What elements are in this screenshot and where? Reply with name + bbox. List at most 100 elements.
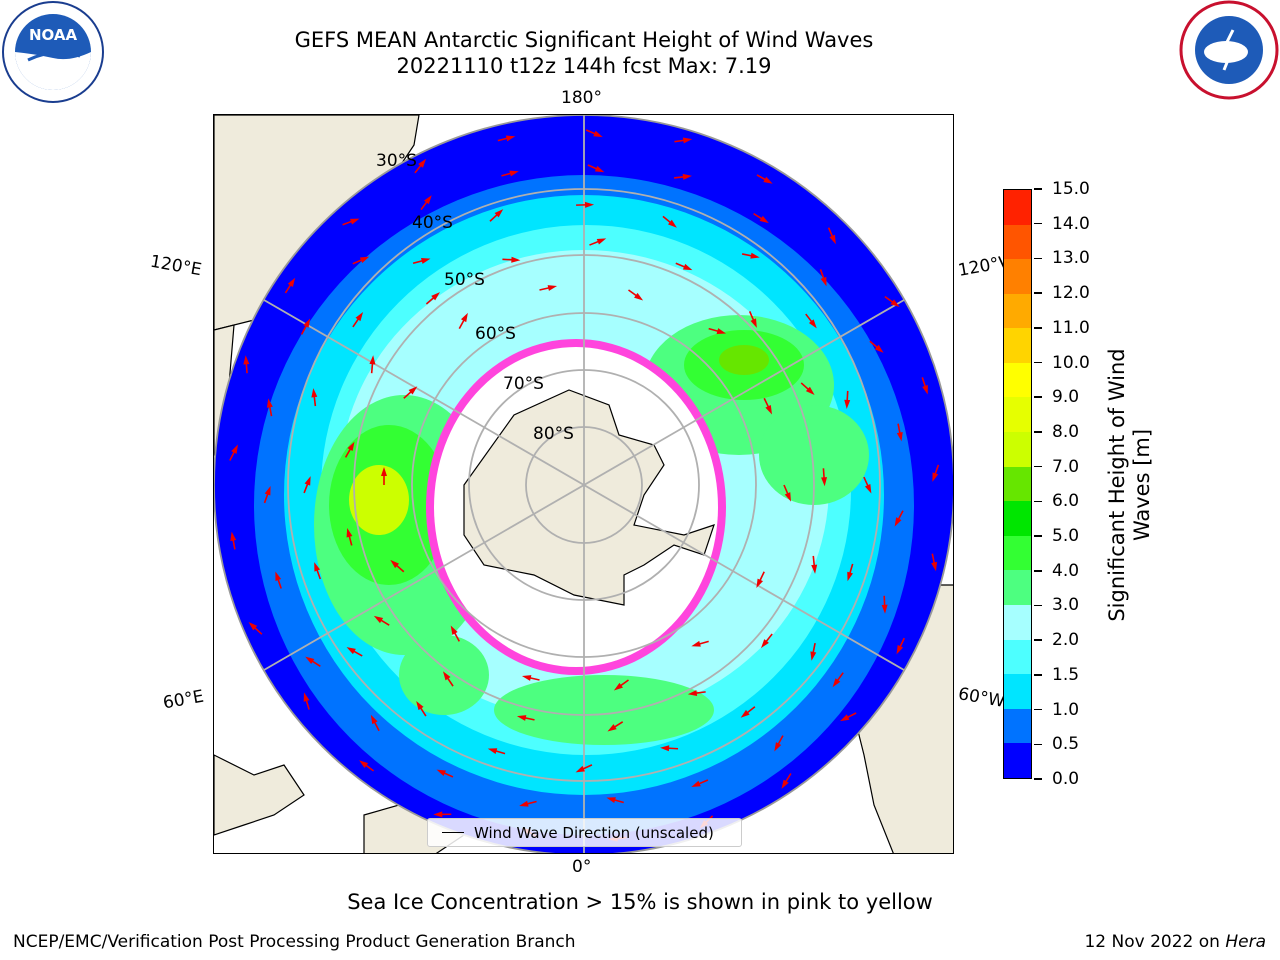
legend-line-symbol [442, 831, 464, 834]
colorbar-tick [1034, 431, 1042, 433]
wave-direction-arrowhead [829, 234, 836, 245]
wave-direction-arrowhead [370, 714, 378, 725]
colorbar-tick [1034, 674, 1042, 676]
wave-direction-arrowhead [494, 209, 504, 218]
wave-direction-arrowhead [311, 388, 318, 398]
wave-direction-arrowhead [505, 135, 516, 142]
colorbar-segment [1004, 674, 1031, 709]
wave-direction-arrowhead [511, 256, 521, 263]
colorbar-segment [1004, 535, 1031, 571]
colorbar-tick-label: 2.0 [1052, 630, 1080, 651]
wave-direction-arrowhead [750, 318, 757, 328]
lon-label-180: 180° [561, 88, 602, 108]
wave-direction-arrowhead [922, 385, 928, 395]
colorbar-tick-label: 14.0 [1052, 213, 1090, 234]
colorbar-tick [1034, 361, 1042, 364]
wave-direction-arrowhead [810, 651, 817, 661]
colorbar-tick [1034, 188, 1042, 190]
wave-direction-arrowhead [832, 678, 841, 688]
colorbar-tick-label: 5.0 [1052, 526, 1080, 547]
wave-direction-arrowhead [606, 797, 616, 803]
colorbar-segment [1004, 605, 1031, 640]
map-legend: Wind Wave Direction (unscaled) [427, 818, 742, 847]
wave-direction-arrowhead [682, 263, 693, 271]
wave-direction-arrowhead [521, 675, 532, 681]
wave-direction-arrowhead [874, 344, 884, 353]
wave-direction-arrowhead [594, 165, 605, 173]
wave-direction-arrowhead [266, 398, 273, 408]
legend-label: Wind Wave Direction (unscaled) [474, 823, 714, 842]
colorbar-tick-label: 13.0 [1052, 248, 1090, 269]
wave-direction-arrowhead [314, 562, 321, 572]
wave-direction-arrowhead [820, 276, 827, 287]
colorbar-tick [1034, 327, 1042, 329]
colorbar-segment [1004, 189, 1031, 225]
colorbar-tick-label: 15.0 [1052, 179, 1090, 199]
wave-direction-arrowhead [230, 531, 237, 542]
colorbar-segment [1004, 293, 1031, 329]
colorbar-tick [1034, 604, 1042, 607]
wave-direction-arrowhead [682, 173, 692, 180]
colorbar-tick-label: 8.0 [1052, 421, 1080, 442]
wave-direction-arrowhead [421, 258, 431, 264]
colorbar-tick [1034, 778, 1042, 780]
wave-direction-arrowhead [519, 800, 529, 807]
colorbar-segment [1004, 259, 1031, 294]
colorbar-tick [1034, 500, 1042, 503]
wave-direction-arrowhead [450, 625, 458, 635]
wave-direction-arrowhead [759, 215, 769, 224]
wave-direction-arrowhead [264, 486, 271, 496]
colorbar-segment [1004, 743, 1031, 778]
wave-direction-arrowhead [716, 328, 727, 334]
wave-direction-arrowhead [275, 571, 282, 581]
footer-timestamp: 12 Nov 2022 on Hera [1084, 932, 1266, 952]
wave-direction-arrowhead [369, 355, 376, 365]
colorbar-segment [1004, 570, 1031, 606]
wave-direction-arrowhead [381, 467, 387, 477]
colorbar-tick [1034, 708, 1042, 711]
colorbar-tick [1034, 222, 1042, 225]
lon-label-60e: 60°E [161, 686, 206, 714]
noaa-logo: NOAA [2, 1, 104, 103]
wave-direction-arrowhead [442, 671, 451, 681]
wave-direction-arrowhead [304, 476, 311, 486]
footer-credit: NCEP/EMC/Verification Post Processing Pr… [13, 932, 576, 952]
wave-direction-arrowhead [691, 640, 701, 647]
sea-ice-caption: Sea Ice Concentration > 15% is shown in … [347, 890, 933, 914]
wave-direction-arrowhead [303, 692, 310, 702]
colorbar-tick [1034, 743, 1042, 746]
footer-host: Hera [1225, 932, 1266, 952]
colorbar-tick-label: 1.5 [1052, 664, 1080, 685]
colorbar-tick [1034, 396, 1042, 398]
colorbar-tick-label: 9.0 [1052, 387, 1080, 408]
wave-direction-arrowhead [687, 690, 698, 697]
colorbar-tick-label: 7.0 [1052, 456, 1080, 477]
wave-direction-arrowhead [932, 472, 939, 482]
wave-direction-arrowhead [424, 195, 432, 205]
colorbar-label-line2: Waves [m] [1130, 428, 1154, 542]
wave-direction-arrowhead [761, 639, 769, 649]
colorbar-tick [1034, 570, 1042, 572]
wave-direction-arrowhead [408, 386, 418, 395]
wave-direction-arrowhead [881, 604, 888, 614]
lat-label-40s: 40°S [412, 213, 453, 233]
colorbar-tick-label: 11.0 [1052, 317, 1090, 338]
colorbar-segment [1004, 639, 1031, 675]
colorbar-segment [1004, 397, 1031, 433]
wave-direction-arrowhead [805, 386, 815, 395]
colorbar-segment [1004, 432, 1031, 467]
land-africa [214, 754, 305, 836]
wave-direction-arrowhead [346, 647, 356, 655]
wave-direction-arrowhead [596, 238, 607, 245]
colorbar-segment [1004, 501, 1031, 536]
wave-direction-arrowhead [808, 319, 817, 329]
colorbar-tick [1034, 639, 1042, 641]
wave-direction-arrowhead [634, 292, 644, 301]
wave-direction-arrowhead [821, 477, 828, 487]
wave-direction-arrowhead [864, 484, 872, 494]
wind-wave-arrows [229, 129, 940, 842]
polar-map [214, 115, 953, 853]
wave-direction-arrowhead [894, 517, 902, 527]
wave-direction-arrowhead [418, 158, 427, 168]
wave-direction-arrowhead [847, 571, 853, 582]
